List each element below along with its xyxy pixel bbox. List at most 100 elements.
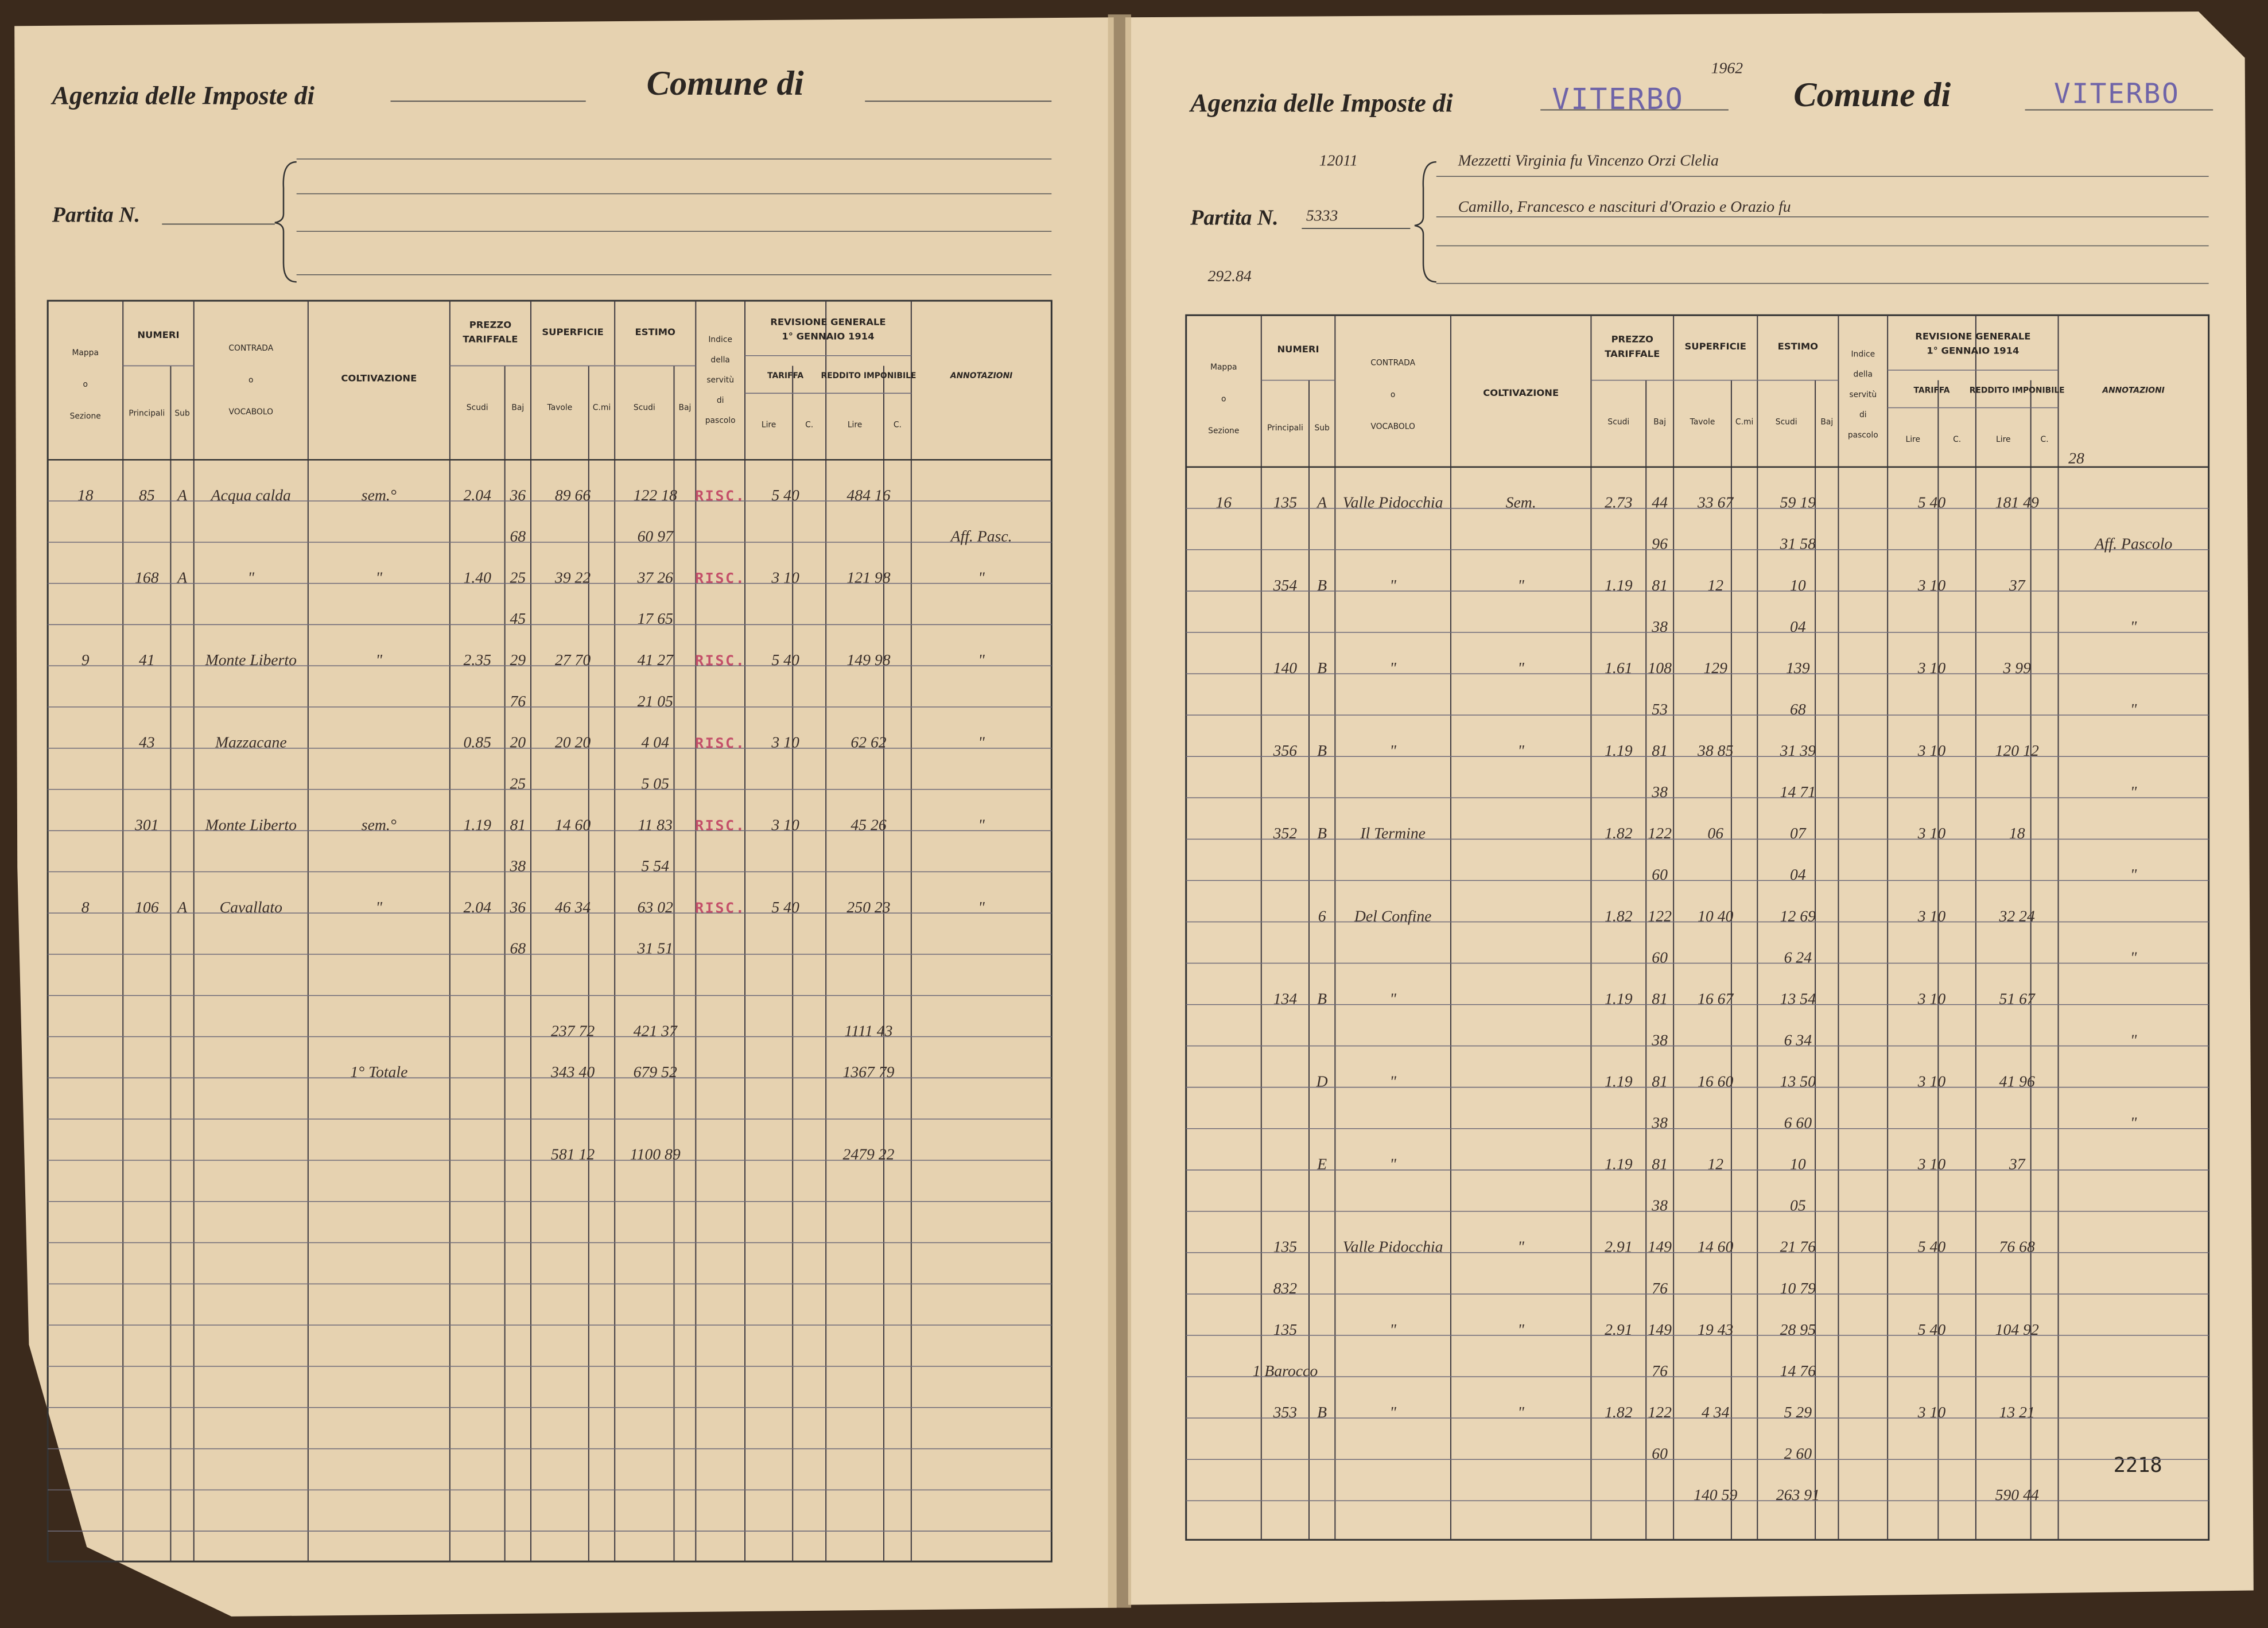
column-header: ESTIMO	[1778, 341, 1818, 352]
column-header: o	[83, 380, 87, 389]
entry: RISC.	[695, 900, 745, 916]
entry: Acqua calda	[210, 486, 291, 504]
agency-label: Agenzia delle Imposte di	[1189, 88, 1453, 117]
entry: "	[1517, 576, 1524, 594]
entry: "	[2130, 617, 2137, 635]
entry: 484 16	[846, 486, 890, 504]
entry: Il Termine	[1360, 824, 1426, 842]
entry: Aff. Pasc.	[950, 527, 1012, 545]
partita-label: Partita N.	[1190, 206, 1278, 230]
entry: "	[1389, 659, 1396, 677]
column-header: REDDITO IMPONIBILE	[1970, 386, 2065, 395]
entry: 1 Barocco	[1253, 1362, 1318, 1380]
column-header: Scudi	[1776, 418, 1797, 427]
column-header: SUPERFICIE	[542, 327, 603, 337]
entry: 60 97	[638, 527, 674, 545]
entry: 16	[1215, 494, 1232, 511]
entry: 32 24	[1999, 907, 2035, 924]
entry: 76	[1652, 1279, 1668, 1297]
entry: 4 34	[1702, 1403, 1730, 1421]
owner-line: Camillo, Francesco e nascituri d'Orazio …	[1458, 197, 1791, 215]
entry: Mazzacane	[215, 733, 287, 751]
entry: 2.91	[1605, 1320, 1632, 1338]
column-header: o	[1391, 390, 1395, 399]
entry: 5 40	[771, 486, 799, 504]
entry: 76	[1652, 1362, 1668, 1380]
column-header: C.	[805, 421, 813, 430]
entry: 140	[1273, 659, 1298, 677]
entry: "	[247, 568, 254, 586]
column-header: VOCABOLO	[1370, 422, 1415, 431]
entry: 1100 89	[630, 1145, 681, 1163]
entry: 33 67	[1697, 494, 1734, 511]
entry: 14 60	[555, 815, 591, 833]
column-header: C.	[1953, 435, 1961, 444]
column-header: Baj	[511, 403, 524, 413]
column-header: servitù	[1849, 390, 1877, 399]
entry: 6 60	[1784, 1114, 1812, 1132]
entry: 81	[1652, 989, 1668, 1007]
entry: 13 21	[1999, 1403, 2035, 1421]
entry: "	[2130, 948, 2137, 966]
entry: "	[376, 568, 383, 586]
column-header: Sub	[174, 409, 190, 418]
column-header: Indice	[1851, 349, 1875, 359]
entry: 63 02	[638, 898, 673, 916]
entry: 38	[1651, 1114, 1668, 1132]
entry: 62 62	[850, 733, 886, 751]
entry: 14 60	[1698, 1238, 1733, 1256]
entry: 301	[134, 815, 159, 833]
entry: 832	[1273, 1279, 1298, 1297]
entry: 2.91	[1605, 1238, 1632, 1256]
entry: 0.85	[463, 733, 491, 751]
entry: A	[176, 898, 188, 916]
entry: RISC.	[695, 735, 745, 751]
entry: 354	[1273, 576, 1298, 594]
entry: 6	[1318, 907, 1326, 924]
entry: 122	[1648, 1403, 1672, 1421]
entry: 122	[1648, 824, 1672, 842]
entry: 679 52	[634, 1063, 677, 1081]
entry: 12	[1707, 1155, 1723, 1173]
column-header: COLTIVAZIONE	[341, 373, 417, 384]
column-header: VOCABOLO	[229, 407, 274, 417]
entry: 2.35	[463, 651, 491, 669]
corner-note: 28	[2068, 449, 2084, 467]
entry: 76 68	[1999, 1238, 2035, 1256]
agency-stamp: VITERBO	[1552, 82, 1684, 116]
entry: 39 22	[554, 568, 591, 586]
entry: 16 67	[1698, 989, 1734, 1007]
page-number: 2218	[2114, 1454, 2162, 1477]
entry: 1.82	[1605, 824, 1633, 842]
entry: 5 40	[771, 651, 799, 669]
entry: 07	[1790, 824, 1807, 842]
entry: 29	[510, 651, 526, 669]
entry: 263 91	[1776, 1486, 1820, 1503]
comune-stamp: VITERBO	[2054, 78, 2180, 110]
entry: 89 66	[555, 486, 591, 504]
entry: 25	[510, 774, 526, 792]
entry: 134	[1273, 989, 1298, 1007]
entry: Valle Pidocchia	[1343, 1238, 1443, 1256]
entry: 13 54	[1780, 989, 1816, 1007]
entry: 3 10	[1917, 741, 1946, 759]
column-header: 1° GENNAIO 1914	[1927, 345, 2019, 356]
entry: 13 50	[1780, 1072, 1816, 1090]
entry: 37	[2009, 1155, 2026, 1173]
entry: B	[1317, 741, 1327, 759]
brace	[274, 161, 297, 283]
entry: "	[978, 898, 985, 916]
entry: 38	[1651, 1196, 1668, 1214]
entry: 11 83	[638, 815, 673, 833]
entry: "	[1517, 1403, 1524, 1421]
column-header: Scudi	[467, 403, 488, 413]
owner-line: Mezzetti Virginia fu Vincenzo Orzi Cleli…	[1458, 151, 1719, 169]
entry: 5 40	[1918, 494, 1946, 511]
column-header: Baj	[1653, 418, 1666, 427]
entry: "	[978, 568, 985, 586]
table-frame	[1185, 314, 2210, 1541]
table-frame	[46, 300, 1053, 1563]
entry: 5 05	[641, 774, 669, 792]
entry: 37	[2009, 576, 2026, 594]
